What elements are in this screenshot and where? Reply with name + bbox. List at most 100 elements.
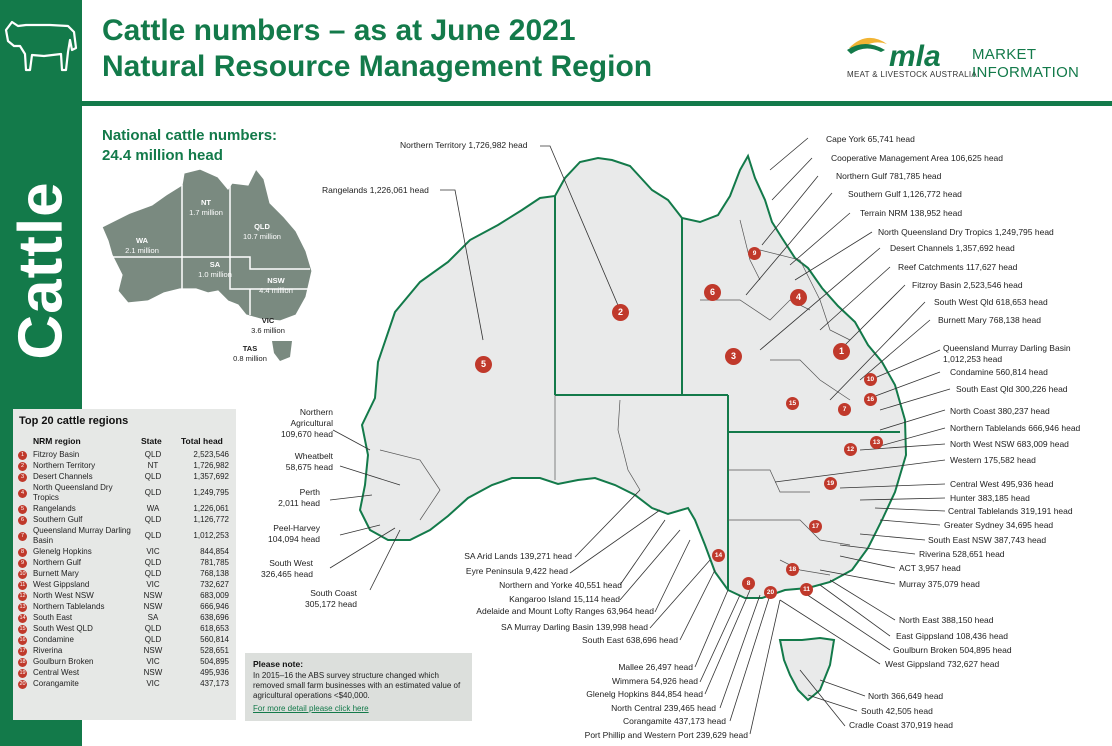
region-marker-3[interactable]: 3 — [725, 348, 742, 365]
svg-text:NSW: NSW — [267, 276, 285, 285]
region-marker-10[interactable]: 10 — [864, 373, 877, 386]
national-total: 24.4 million head — [102, 147, 223, 164]
label-northern-gulf: Northern Gulf 781,785 head — [836, 171, 942, 181]
region-marker-17[interactable]: 17 — [809, 520, 822, 533]
rank-badge: 2 — [18, 462, 27, 471]
logo-subtitle: MEAT & LIVESTOCK AUSTRALIA — [847, 70, 978, 79]
region-state: VIC — [146, 547, 160, 556]
region-name: North Queensland Dry Tropics — [33, 483, 113, 502]
region-marker-12[interactable]: 12 — [844, 443, 857, 456]
region-state: SA — [147, 613, 159, 622]
label-burnett-mary: Burnett Mary 768,138 head — [938, 315, 1042, 325]
region-marker-19[interactable]: 19 — [824, 477, 837, 490]
region-marker-4[interactable]: 4 — [790, 289, 807, 306]
region-total: 844,854 — [200, 547, 229, 556]
label-glenelg-hopkins: Glenelg Hopkins 844,854 head — [586, 689, 703, 699]
label-perth: Perth 2,011 head — [278, 487, 320, 508]
rank-badge: 1 — [18, 451, 27, 460]
region-marker-8[interactable]: 8 — [742, 577, 755, 590]
table-row: 20 Corangamite VIC 437,173 — [13, 679, 236, 689]
region-name: West Gippsland — [33, 580, 90, 589]
label-central-west: Central West 495,936 head — [950, 479, 1054, 489]
label-sa-murray-darling: SA Murray Darling Basin 139,998 head — [501, 622, 648, 632]
table-row: 15 South West QLD QLD 618,653 — [13, 624, 236, 634]
rank-badge: 15 — [18, 625, 27, 634]
label-cape-york: Cape York 65,741 head — [826, 134, 915, 144]
svg-text:0.8 million: 0.8 million — [233, 354, 267, 363]
region-total: 1,726,982 — [193, 461, 229, 470]
state-inset-map: WA 2.1 million NT 1.7 million QLD 10.7 m… — [101, 167, 313, 363]
region-total: 560,814 — [200, 635, 229, 644]
svg-text:10.7 million: 10.7 million — [243, 232, 281, 241]
region-marker-15[interactable]: 15 — [786, 397, 799, 410]
region-state: QLD — [144, 472, 162, 481]
label-north-central: North Central 239,465 head — [611, 703, 716, 713]
label-northern-yorke: Northern and Yorke 40,551 head — [499, 580, 622, 590]
region-state: QLD — [144, 635, 162, 644]
rank-badge: 4 — [18, 489, 27, 498]
label-fitzroy-basin: Fitzroy Basin 2,523,546 head — [912, 280, 1023, 290]
label-south-coast: South Coast 305,172 head — [305, 588, 357, 609]
label-rangelands: Rangelands 1,226,061 head — [322, 185, 429, 195]
rank-badge: 17 — [18, 647, 27, 656]
label-qmdb: Queensland Murray Darling Basin 1,012,25… — [943, 343, 1071, 364]
rank-badge: 7 — [18, 532, 27, 541]
region-name: Condamine — [33, 635, 74, 644]
region-marker-14[interactable]: 14 — [712, 549, 725, 562]
table-row: 12 North West NSW NSW 683,009 — [13, 591, 236, 601]
mla-logo: mla — [847, 37, 941, 73]
table-row: 4 North Queensland Dry Tropics QLD 1,249,79… — [13, 483, 236, 503]
svg-text:QLD: QLD — [254, 222, 270, 231]
label-north-west-nsw: North West NSW 683,009 head — [950, 439, 1069, 449]
page-title: Cattle numbers – as at June 2021 — [102, 14, 576, 47]
region-marker-6[interactable]: 6 — [704, 284, 721, 301]
region-marker-16[interactable]: 16 — [864, 393, 877, 406]
rank-badge: 16 — [18, 636, 27, 645]
table-row: 11 West Gippsland VIC 732,627 — [13, 580, 236, 590]
table-row: 1 Fitzroy Basin QLD 2,523,546 — [13, 450, 236, 460]
table-row: 6 Southern Gulf QLD 1,126,772 — [13, 515, 236, 525]
table-row: 19 Central West NSW 495,936 — [13, 668, 236, 678]
region-total: 495,936 — [200, 668, 229, 677]
region-marker-11[interactable]: 11 — [800, 583, 813, 596]
table-row: 3 Desert Channels QLD 1,357,692 — [13, 472, 236, 482]
top20-title: Top 20 cattle regions — [19, 415, 129, 427]
rank-badge: 6 — [18, 516, 27, 525]
region-name: Northern Tablelands — [33, 602, 105, 611]
label-east-gippsland: East Gippsland 108,436 head — [896, 631, 1009, 641]
label-riverina: Riverina 528,651 head — [919, 549, 1005, 559]
region-state: NSW — [143, 668, 163, 677]
region-total: 768,138 — [200, 569, 229, 578]
svg-text:1.0 million: 1.0 million — [198, 270, 232, 279]
rank-badge: 12 — [18, 592, 27, 601]
region-name: Central West — [33, 668, 80, 677]
label-hunter: Hunter 383,185 head — [950, 493, 1030, 503]
region-marker-2[interactable]: 2 — [612, 304, 629, 321]
market-info-line2: INFORMATION — [972, 64, 1080, 81]
rank-badge: 10 — [18, 570, 27, 579]
region-total: 732,627 — [200, 580, 229, 589]
label-wheatbelt: Wheatbelt 58,675 head — [285, 451, 333, 472]
region-marker-7[interactable]: 7 — [838, 403, 851, 416]
region-state: NT — [147, 461, 159, 470]
market-info-line1: MARKET — [972, 46, 1037, 63]
more-detail-link[interactable]: For more detail please click here — [253, 704, 369, 713]
region-state: QLD — [144, 531, 162, 540]
header: Cattle numbers – as at June 2021 Natural… — [82, 0, 1112, 106]
label-terrain-nrm: Terrain NRM 138,952 head — [860, 208, 963, 218]
region-marker-9[interactable]: 9 — [748, 247, 761, 260]
region-marker-1[interactable]: 1 — [833, 343, 850, 360]
region-marker-5[interactable]: 5 — [475, 356, 492, 373]
note-title: Please note: — [253, 659, 304, 669]
label-northern-tablelands: Northern Tablelands 666,946 head — [950, 423, 1081, 433]
region-marker-13[interactable]: 13 — [870, 436, 883, 449]
region-marker-20[interactable]: 20 — [764, 586, 777, 599]
region-name: South West QLD — [33, 624, 93, 633]
region-name: North West NSW — [33, 591, 94, 600]
region-state: QLD — [144, 558, 162, 567]
table-row: 10 Burnett Mary QLD 768,138 — [13, 569, 236, 579]
label-southern-gulf: Southern Gulf 1,126,772 head — [848, 189, 962, 199]
rank-badge: 14 — [18, 614, 27, 623]
region-marker-18[interactable]: 18 — [786, 563, 799, 576]
region-total: 618,653 — [200, 624, 229, 633]
